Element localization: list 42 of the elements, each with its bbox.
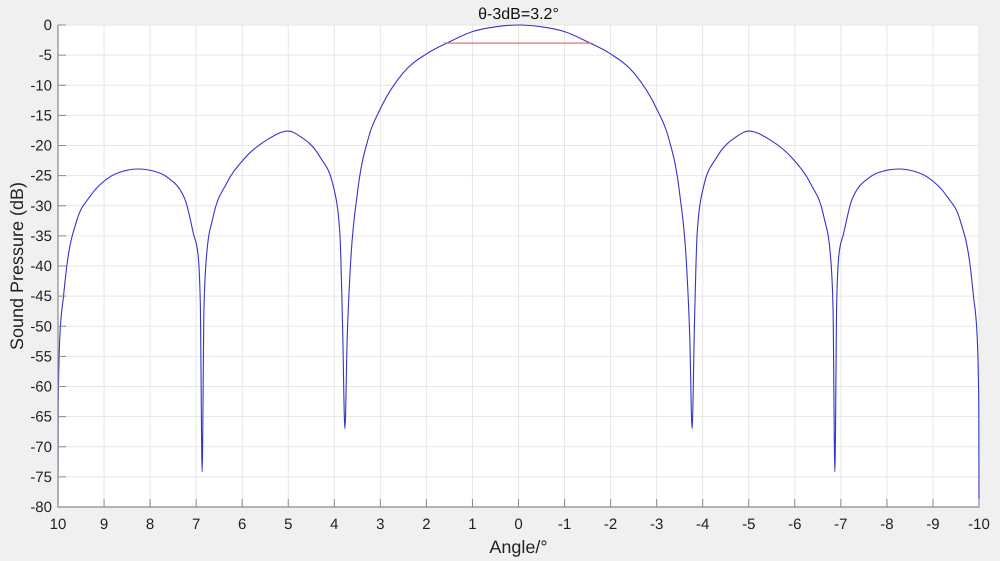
x-tick-label: -9 xyxy=(926,516,940,533)
x-tick-label: -7 xyxy=(834,516,848,533)
x-tick-label: -6 xyxy=(788,516,802,533)
x-tick-label: 10 xyxy=(50,516,66,533)
line-series xyxy=(57,24,980,508)
x-tick-label: -2 xyxy=(604,516,618,533)
y-tick-label: -35 xyxy=(30,228,52,245)
x-tick-label: 2 xyxy=(422,516,431,533)
y-tick-label: -15 xyxy=(30,107,52,124)
y-tick-label: -20 xyxy=(30,138,52,154)
y-tick-label: -50 xyxy=(30,318,52,336)
x-tick-label: 6 xyxy=(238,516,246,533)
y-tick-label: -70 xyxy=(30,438,52,456)
y-axis-title: Sound Pressure (dB) xyxy=(7,182,27,350)
y-tick-label: -65 xyxy=(30,408,52,426)
x-tick-label: -3 xyxy=(650,516,664,533)
chart-title: θ-3dB=3.2° xyxy=(478,6,559,23)
x-tick-label: -10 xyxy=(968,516,990,533)
x-tick-label: 4 xyxy=(330,516,338,533)
x-tick-label: 9 xyxy=(100,516,108,533)
x-tick-label: -1 xyxy=(558,516,572,533)
x-axis-title: Angle/° xyxy=(489,537,548,557)
y-tick-label: -40 xyxy=(30,258,52,275)
x-tick-label: 1 xyxy=(468,516,477,533)
x-tick-label: -4 xyxy=(696,516,710,533)
x-tick-label: 0 xyxy=(514,516,523,533)
x-tick-label: 3 xyxy=(376,516,385,533)
x-tick-label: 8 xyxy=(146,516,154,533)
y-tick-label: -30 xyxy=(30,198,52,215)
y-tick-label: 0 xyxy=(44,17,52,34)
y-tick-label: -75 xyxy=(30,468,52,486)
y-tick-label: -10 xyxy=(30,77,52,94)
y-tick-label: -55 xyxy=(30,348,52,366)
y-tick-label: -25 xyxy=(30,168,52,185)
y-tick-label: -5 xyxy=(38,47,52,64)
y-tick-label: -80 xyxy=(30,499,52,516)
x-tick-label: -5 xyxy=(742,516,756,533)
x-tick-label: -8 xyxy=(880,516,894,533)
x-tick-label: 5 xyxy=(284,516,292,533)
x-tick-label: 7 xyxy=(192,516,200,533)
y-tick-label: -45 xyxy=(30,288,52,306)
y-tick-label: -60 xyxy=(30,378,52,396)
